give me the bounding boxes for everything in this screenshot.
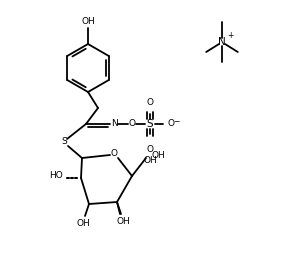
Text: O: O <box>146 145 153 154</box>
Text: O: O <box>111 149 118 158</box>
Text: +: + <box>227 32 233 41</box>
Text: N: N <box>218 37 226 47</box>
Text: OH: OH <box>76 219 90 228</box>
Text: OH: OH <box>143 156 157 165</box>
Text: OH: OH <box>151 151 165 160</box>
Text: O: O <box>167 120 174 129</box>
Text: HO: HO <box>49 171 63 180</box>
Text: OH: OH <box>116 217 130 226</box>
Text: S: S <box>61 138 67 147</box>
Text: S: S <box>147 119 153 129</box>
Text: O: O <box>146 98 153 107</box>
Text: OH: OH <box>81 16 95 25</box>
Text: −: − <box>173 117 179 126</box>
Text: O: O <box>129 120 136 129</box>
Text: N: N <box>111 120 117 129</box>
